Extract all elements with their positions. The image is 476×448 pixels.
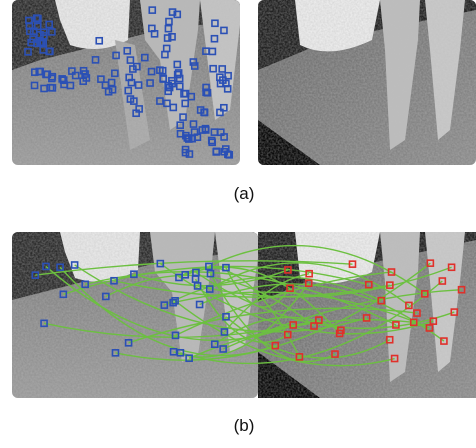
figure: (a) (b) xyxy=(0,0,476,448)
panel-label: (a) xyxy=(234,184,255,203)
panel-label: (b) xyxy=(234,416,255,435)
radiograph-right xyxy=(258,0,476,165)
